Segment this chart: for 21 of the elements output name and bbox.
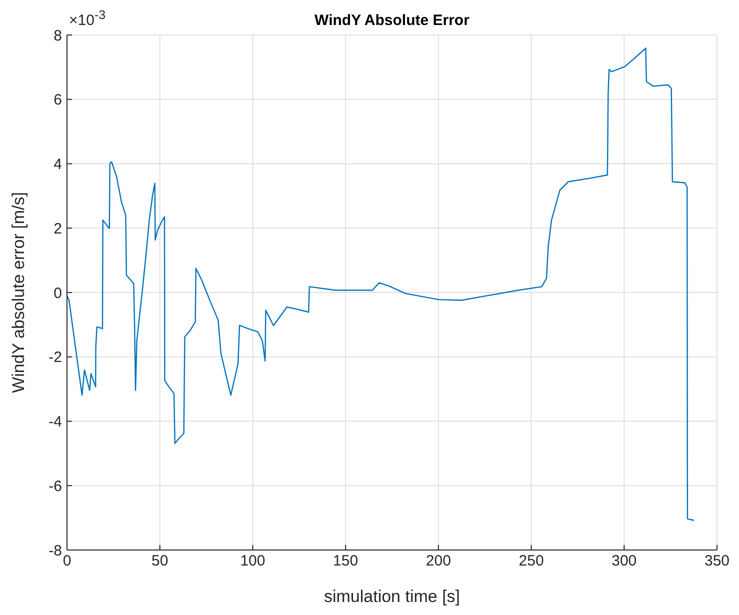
y-tick-label: 0 (54, 284, 62, 302)
y-tick-label: 2 (54, 220, 62, 238)
chart-title: WindY Absolute Error (314, 12, 470, 29)
y-tick-label: -6 (48, 478, 62, 495)
y-tick-label: 8 (54, 27, 62, 44)
text: ×10$^{-3}$ (69, 8, 106, 29)
x-axis-title: simulation time [s] (324, 587, 460, 606)
x-tick-label: 250 (518, 552, 544, 570)
y-tick-label: -8 (48, 542, 62, 560)
x-tick-label: 300 (612, 552, 637, 570)
y-tick-label: 6 (54, 92, 62, 109)
y-tick-label: -4 (48, 414, 62, 431)
line-series (67, 48, 695, 521)
x-tick-label: 50 (152, 552, 168, 570)
x-tick-label: 350 (704, 552, 730, 570)
x-tick-label: 150 (333, 552, 358, 570)
x-tick-label: 200 (426, 552, 451, 570)
y-axis-title: WindY absolute error [m/s] (9, 192, 28, 393)
x-tick-label: 100 (240, 552, 266, 570)
y-tick-label: -2 (48, 349, 62, 366)
y-tick-label: 4 (54, 156, 62, 174)
